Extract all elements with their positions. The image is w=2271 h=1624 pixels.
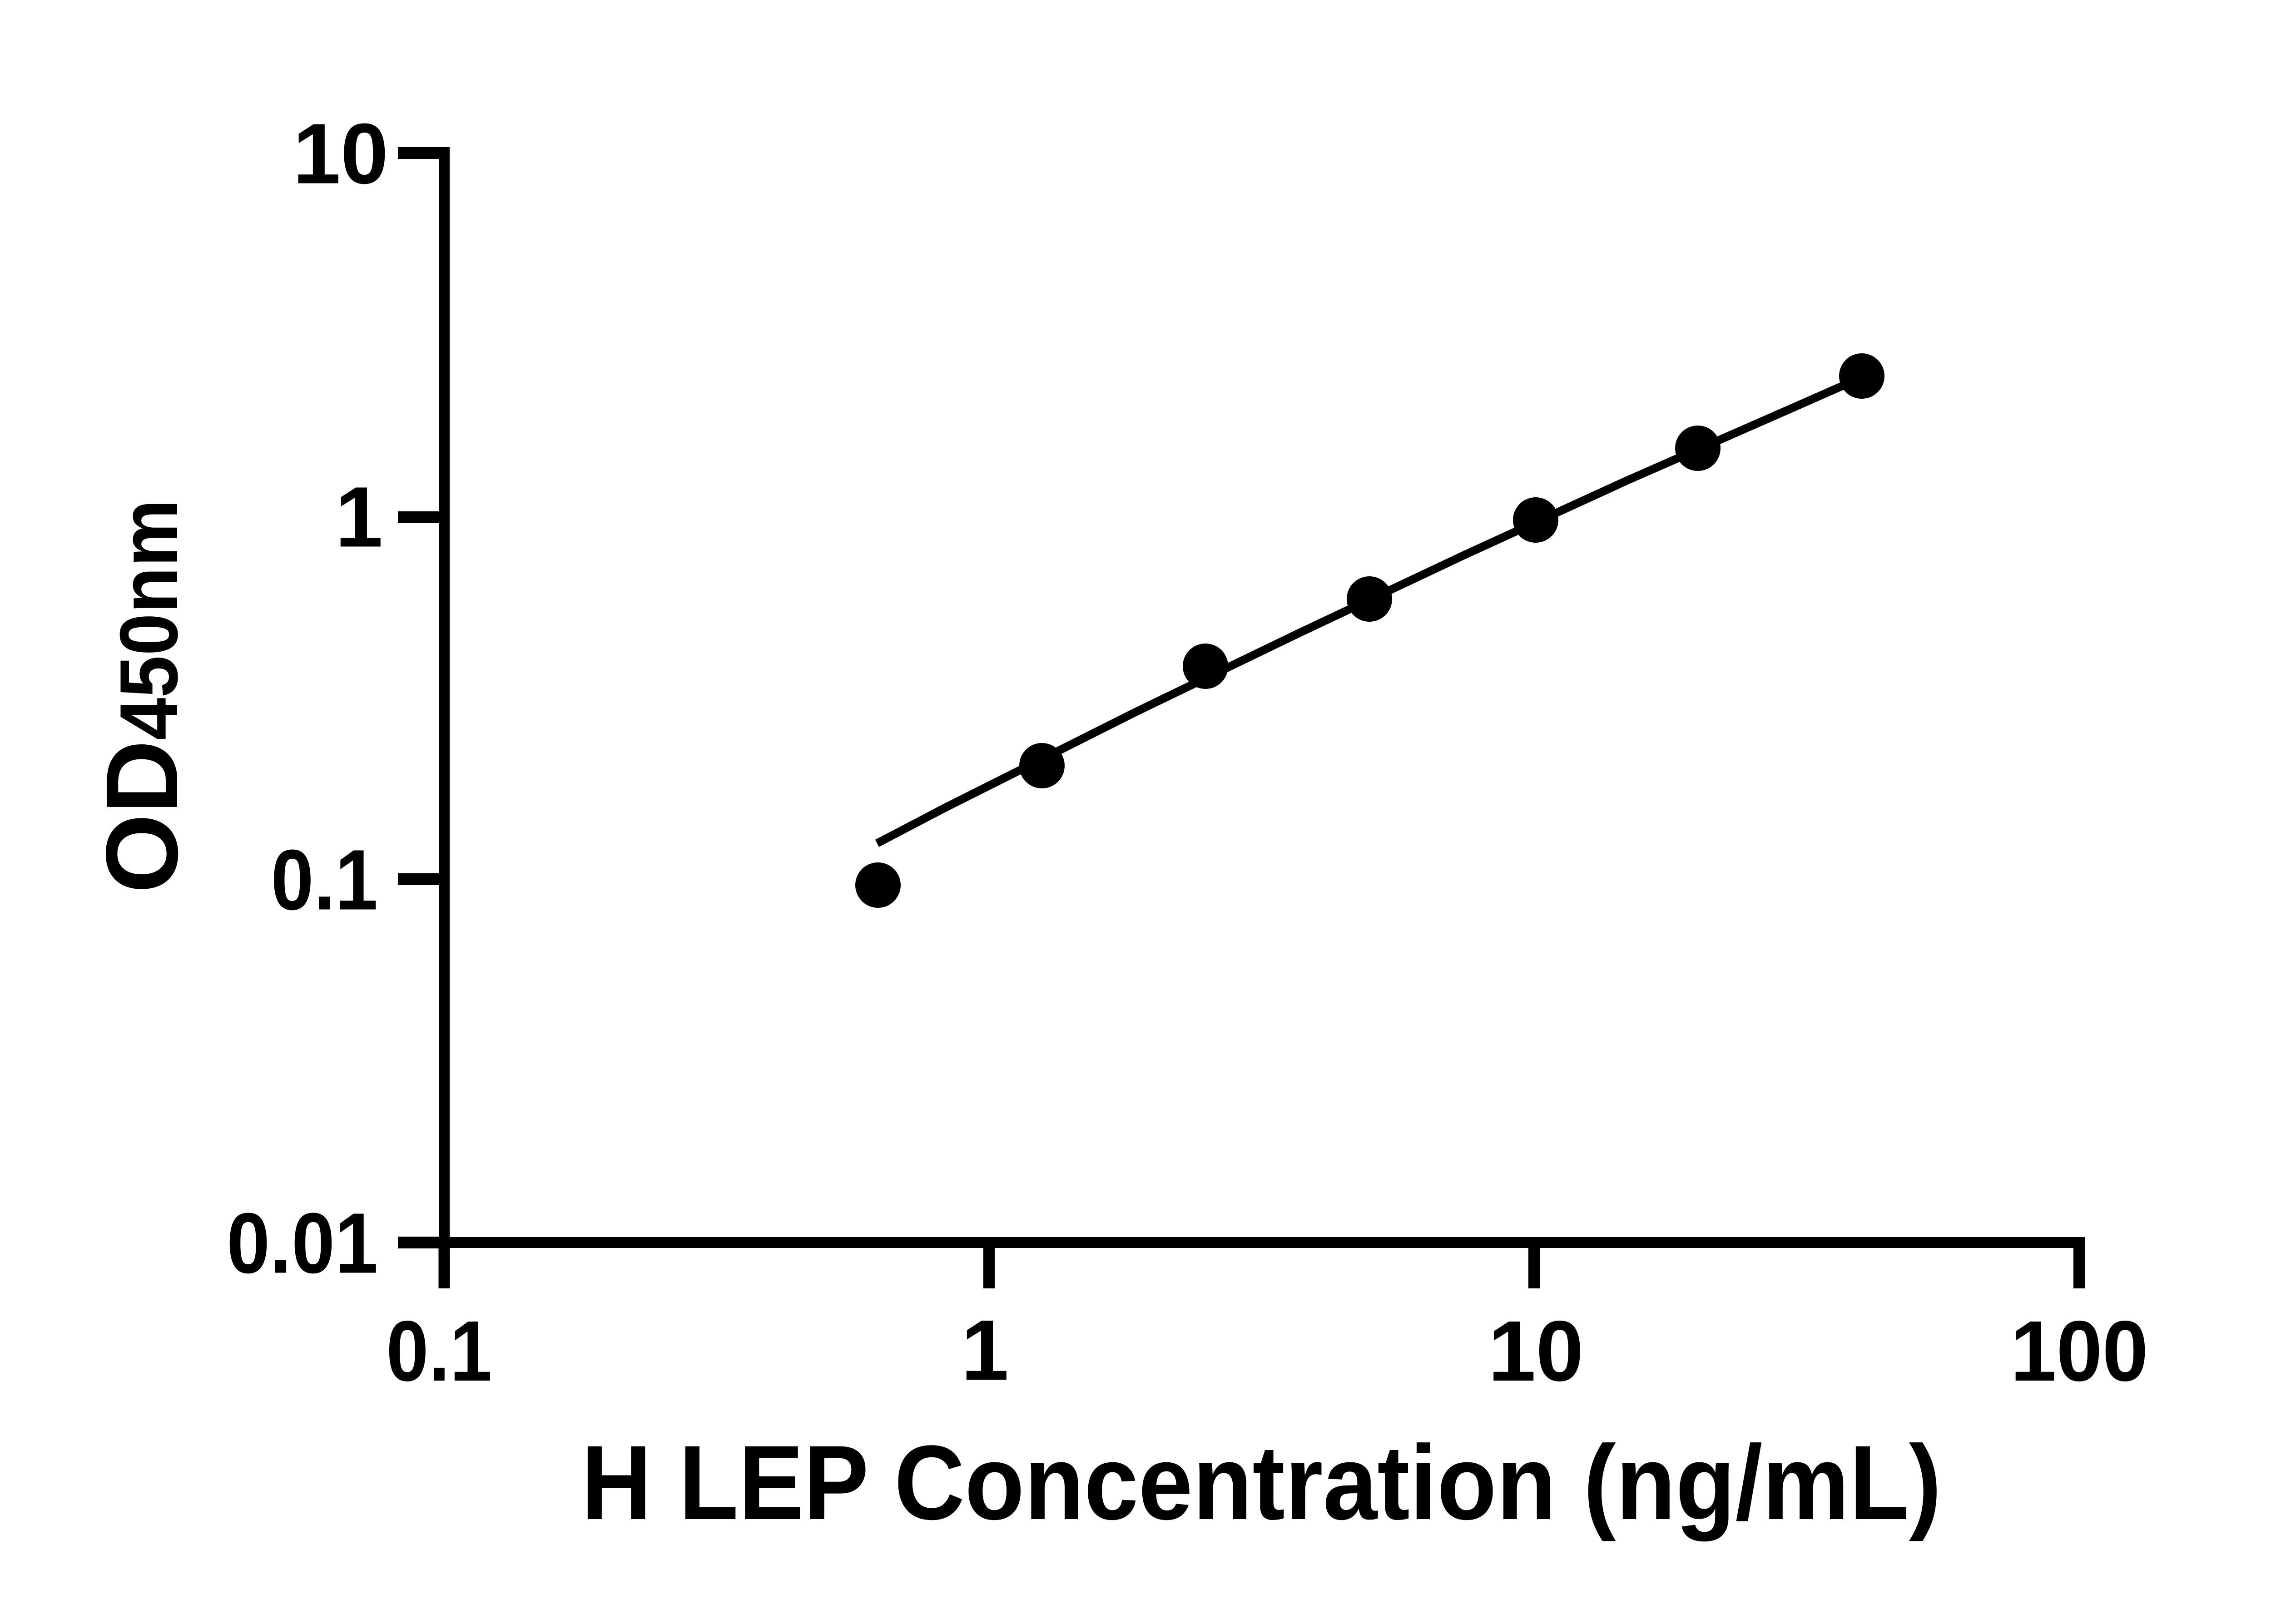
svg-text:450nm: 450nm <box>103 500 195 740</box>
svg-text:10: 10 <box>1488 1303 1583 1399</box>
svg-text:H LEP Concentration (ng/mL): H LEP Concentration (ng/mL) <box>581 1424 1942 1542</box>
svg-text:1: 1 <box>961 1302 1009 1398</box>
svg-text:0.01: 0.01 <box>227 1196 378 1292</box>
svg-text:100: 100 <box>2010 1303 2148 1399</box>
svg-text:OD: OD <box>84 740 199 894</box>
svg-text:1: 1 <box>335 470 383 565</box>
svg-text:10: 10 <box>293 106 388 202</box>
svg-text:0.1: 0.1 <box>386 1303 492 1399</box>
svg-text:0.1: 0.1 <box>271 832 378 928</box>
